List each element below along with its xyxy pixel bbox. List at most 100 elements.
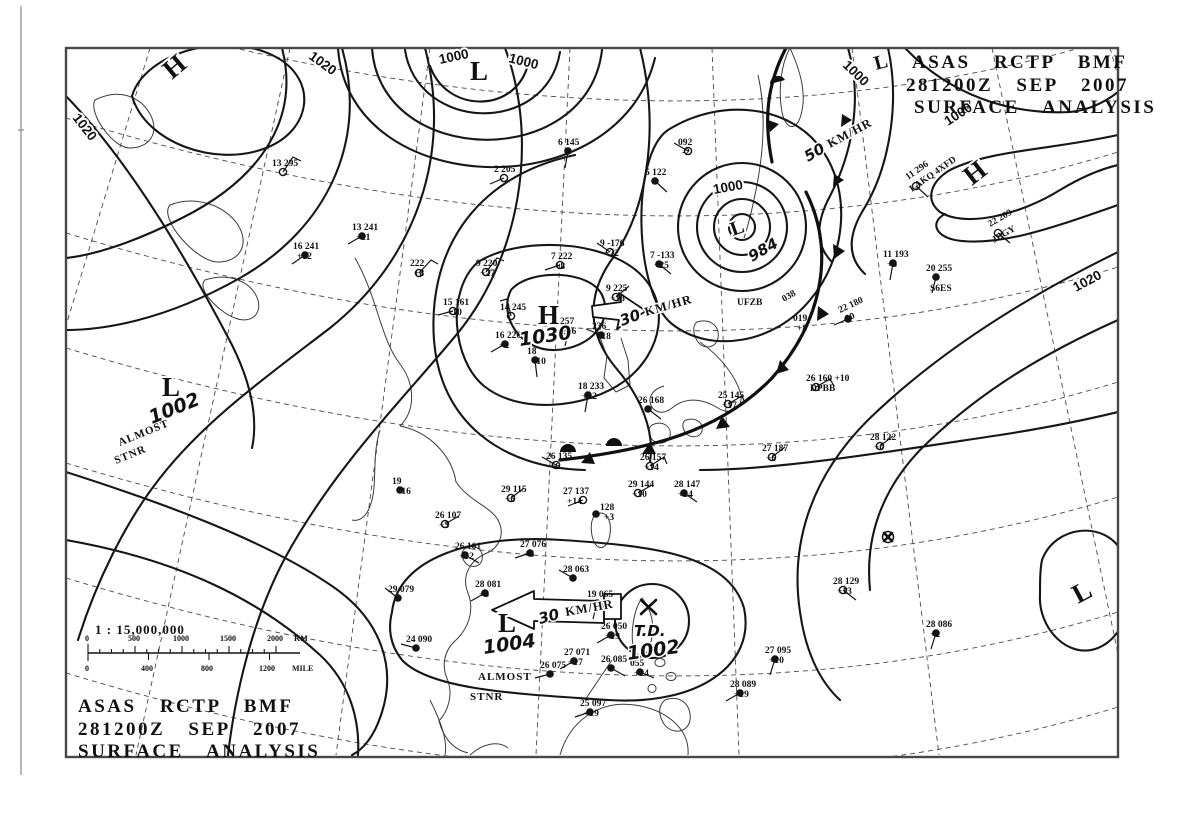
scale-ratio: 1 : 15,000,000 <box>95 622 185 637</box>
scale-tick-label: 1200 <box>259 664 275 673</box>
station-sublabel: +18 <box>596 332 611 342</box>
station-label: 28 147 <box>674 480 700 490</box>
station-sublabel: +3 <box>604 513 614 523</box>
station-sublabel: -2 <box>682 148 690 158</box>
station-sublabel: +6 <box>766 454 776 464</box>
station-label: 18 233 <box>578 382 604 392</box>
station-sublabel: +2 <box>499 341 509 351</box>
pressure-center-letter-low: L <box>872 50 891 75</box>
station-label: 5 122 <box>645 168 667 178</box>
station-sublabel: +10 <box>447 308 462 318</box>
station-sublabel: +27 <box>480 269 495 279</box>
station-label: 27 095 <box>765 646 791 656</box>
station-label: 28 063 <box>563 565 589 575</box>
pressure-center-letter-high: H <box>957 154 992 191</box>
scale-unit-label: MILE <box>292 664 313 673</box>
station-label: 7 -133 <box>650 251 675 261</box>
pressure-center-letter-low: L <box>727 215 747 240</box>
tropical-depression: T.D. 1002 <box>624 598 683 666</box>
station-symbols <box>278 142 1011 718</box>
wind-arrow-west <box>491 590 605 630</box>
scale-tick-label: 0 <box>85 634 89 643</box>
station-sublabel: +18 <box>610 294 625 304</box>
pressure-center-letter-high: H <box>157 48 192 84</box>
station-sublabel: +17 <box>722 401 737 411</box>
station-label: 9 225 <box>606 284 628 294</box>
station-sublabel: +3 <box>439 521 449 531</box>
station-label: 16 241 <box>293 242 319 252</box>
td-label: T.D. <box>634 622 666 640</box>
scale-ticks <box>87 644 277 661</box>
station-label: 16 226 <box>495 331 521 341</box>
station-label: 29 079 <box>388 585 414 595</box>
title-block-top-right: ASAS RCTP BMF 281200Z SEP 2007 SURFACE A… <box>906 52 1156 118</box>
station-label: 257 <box>560 317 575 327</box>
station-sublabel: +2 <box>930 630 940 640</box>
station-sublabel: S6ES <box>930 284 952 294</box>
station-label: 19 065 <box>587 590 613 600</box>
isobar-label: 1000 <box>712 177 744 197</box>
wind-arrow-east <box>591 292 647 330</box>
station-sublabel: +8 <box>414 269 424 279</box>
station-label: 28 086 <box>926 620 952 630</box>
scale-tick-label: 1500 <box>220 634 236 643</box>
station-label: 25 145 <box>718 391 744 401</box>
wind-speed-unit: KM/HR <box>643 292 694 319</box>
station-label: 27 187 <box>762 444 788 454</box>
station-sublabel: +14 <box>678 490 693 500</box>
station-label: 7 222 <box>551 252 573 262</box>
station-label: 27 076 <box>520 540 546 550</box>
station-label: 26 050 <box>601 622 627 632</box>
station-sublabel: +25 <box>654 261 669 271</box>
isobar-label: 1020 <box>1070 267 1104 294</box>
fronts <box>558 49 852 464</box>
station-sublabel: +10 <box>632 490 647 500</box>
station-label: 26 107 <box>435 511 461 521</box>
station-label: 18 <box>527 347 537 357</box>
station-label: 6 145 <box>558 138 580 148</box>
station-label: UFZB <box>737 298 763 308</box>
pressure-center-letter-high: H <box>538 300 559 330</box>
station-label: 25 097 <box>580 699 606 709</box>
station-sublabel: +14 <box>567 497 582 507</box>
station-sublabel: +12 <box>297 252 312 262</box>
station-label: 24 090 <box>406 635 432 645</box>
station-sublabel: +19 <box>605 632 620 642</box>
station-label: 27 137 <box>563 487 589 497</box>
graticule-grid <box>67 49 1117 756</box>
wind-speed-labels: 50 KM/HR 30 KM/HR 30 KM/HR <box>535 114 876 629</box>
scale-tick-label: 800 <box>201 664 213 673</box>
coastlines <box>93 49 804 756</box>
station-label: 29 115 <box>501 485 527 495</box>
station-label: 15 161 <box>443 298 469 308</box>
scale-tick-label: 1000 <box>173 634 189 643</box>
title-line: 281200Z SEP 2007 <box>78 719 301 740</box>
station-sublabel: +14 <box>644 463 659 473</box>
station-sublabel: +3 <box>479 590 489 600</box>
station-circles-open <box>278 146 1003 595</box>
station-label: 019 <box>793 314 808 324</box>
station-sublabel: +10 <box>531 357 546 367</box>
circled-x-symbol <box>881 530 895 544</box>
wind-barbs <box>282 142 1011 718</box>
scan-artifacts <box>18 6 24 775</box>
station-label: 28 089 <box>730 680 756 690</box>
station-label: 28 081 <box>475 580 501 590</box>
station-sublabel: 226 <box>562 327 577 337</box>
station-label: 26 085 <box>601 655 627 665</box>
station-sublabel: DPBB <box>810 384 836 394</box>
station-sublabel: +8 <box>797 324 807 334</box>
station-label: 222 <box>410 259 425 269</box>
title-line: ASAS RCTP BMF <box>78 696 293 717</box>
station-label: 11 193 <box>883 250 909 260</box>
scale-tick-label: 500 <box>128 634 140 643</box>
station-label: 13 241 <box>352 223 378 233</box>
station-label: 26 101 <box>455 542 481 552</box>
isobar-label: 1000 <box>438 46 471 67</box>
title-line: SURFACE ANALYSIS <box>914 97 1156 118</box>
station-label: 13 295 <box>272 159 298 169</box>
station-sublabel: +19 <box>734 690 749 700</box>
isobar-label: 1020 <box>306 48 339 78</box>
td-pressure-value: 1002 <box>626 636 681 665</box>
